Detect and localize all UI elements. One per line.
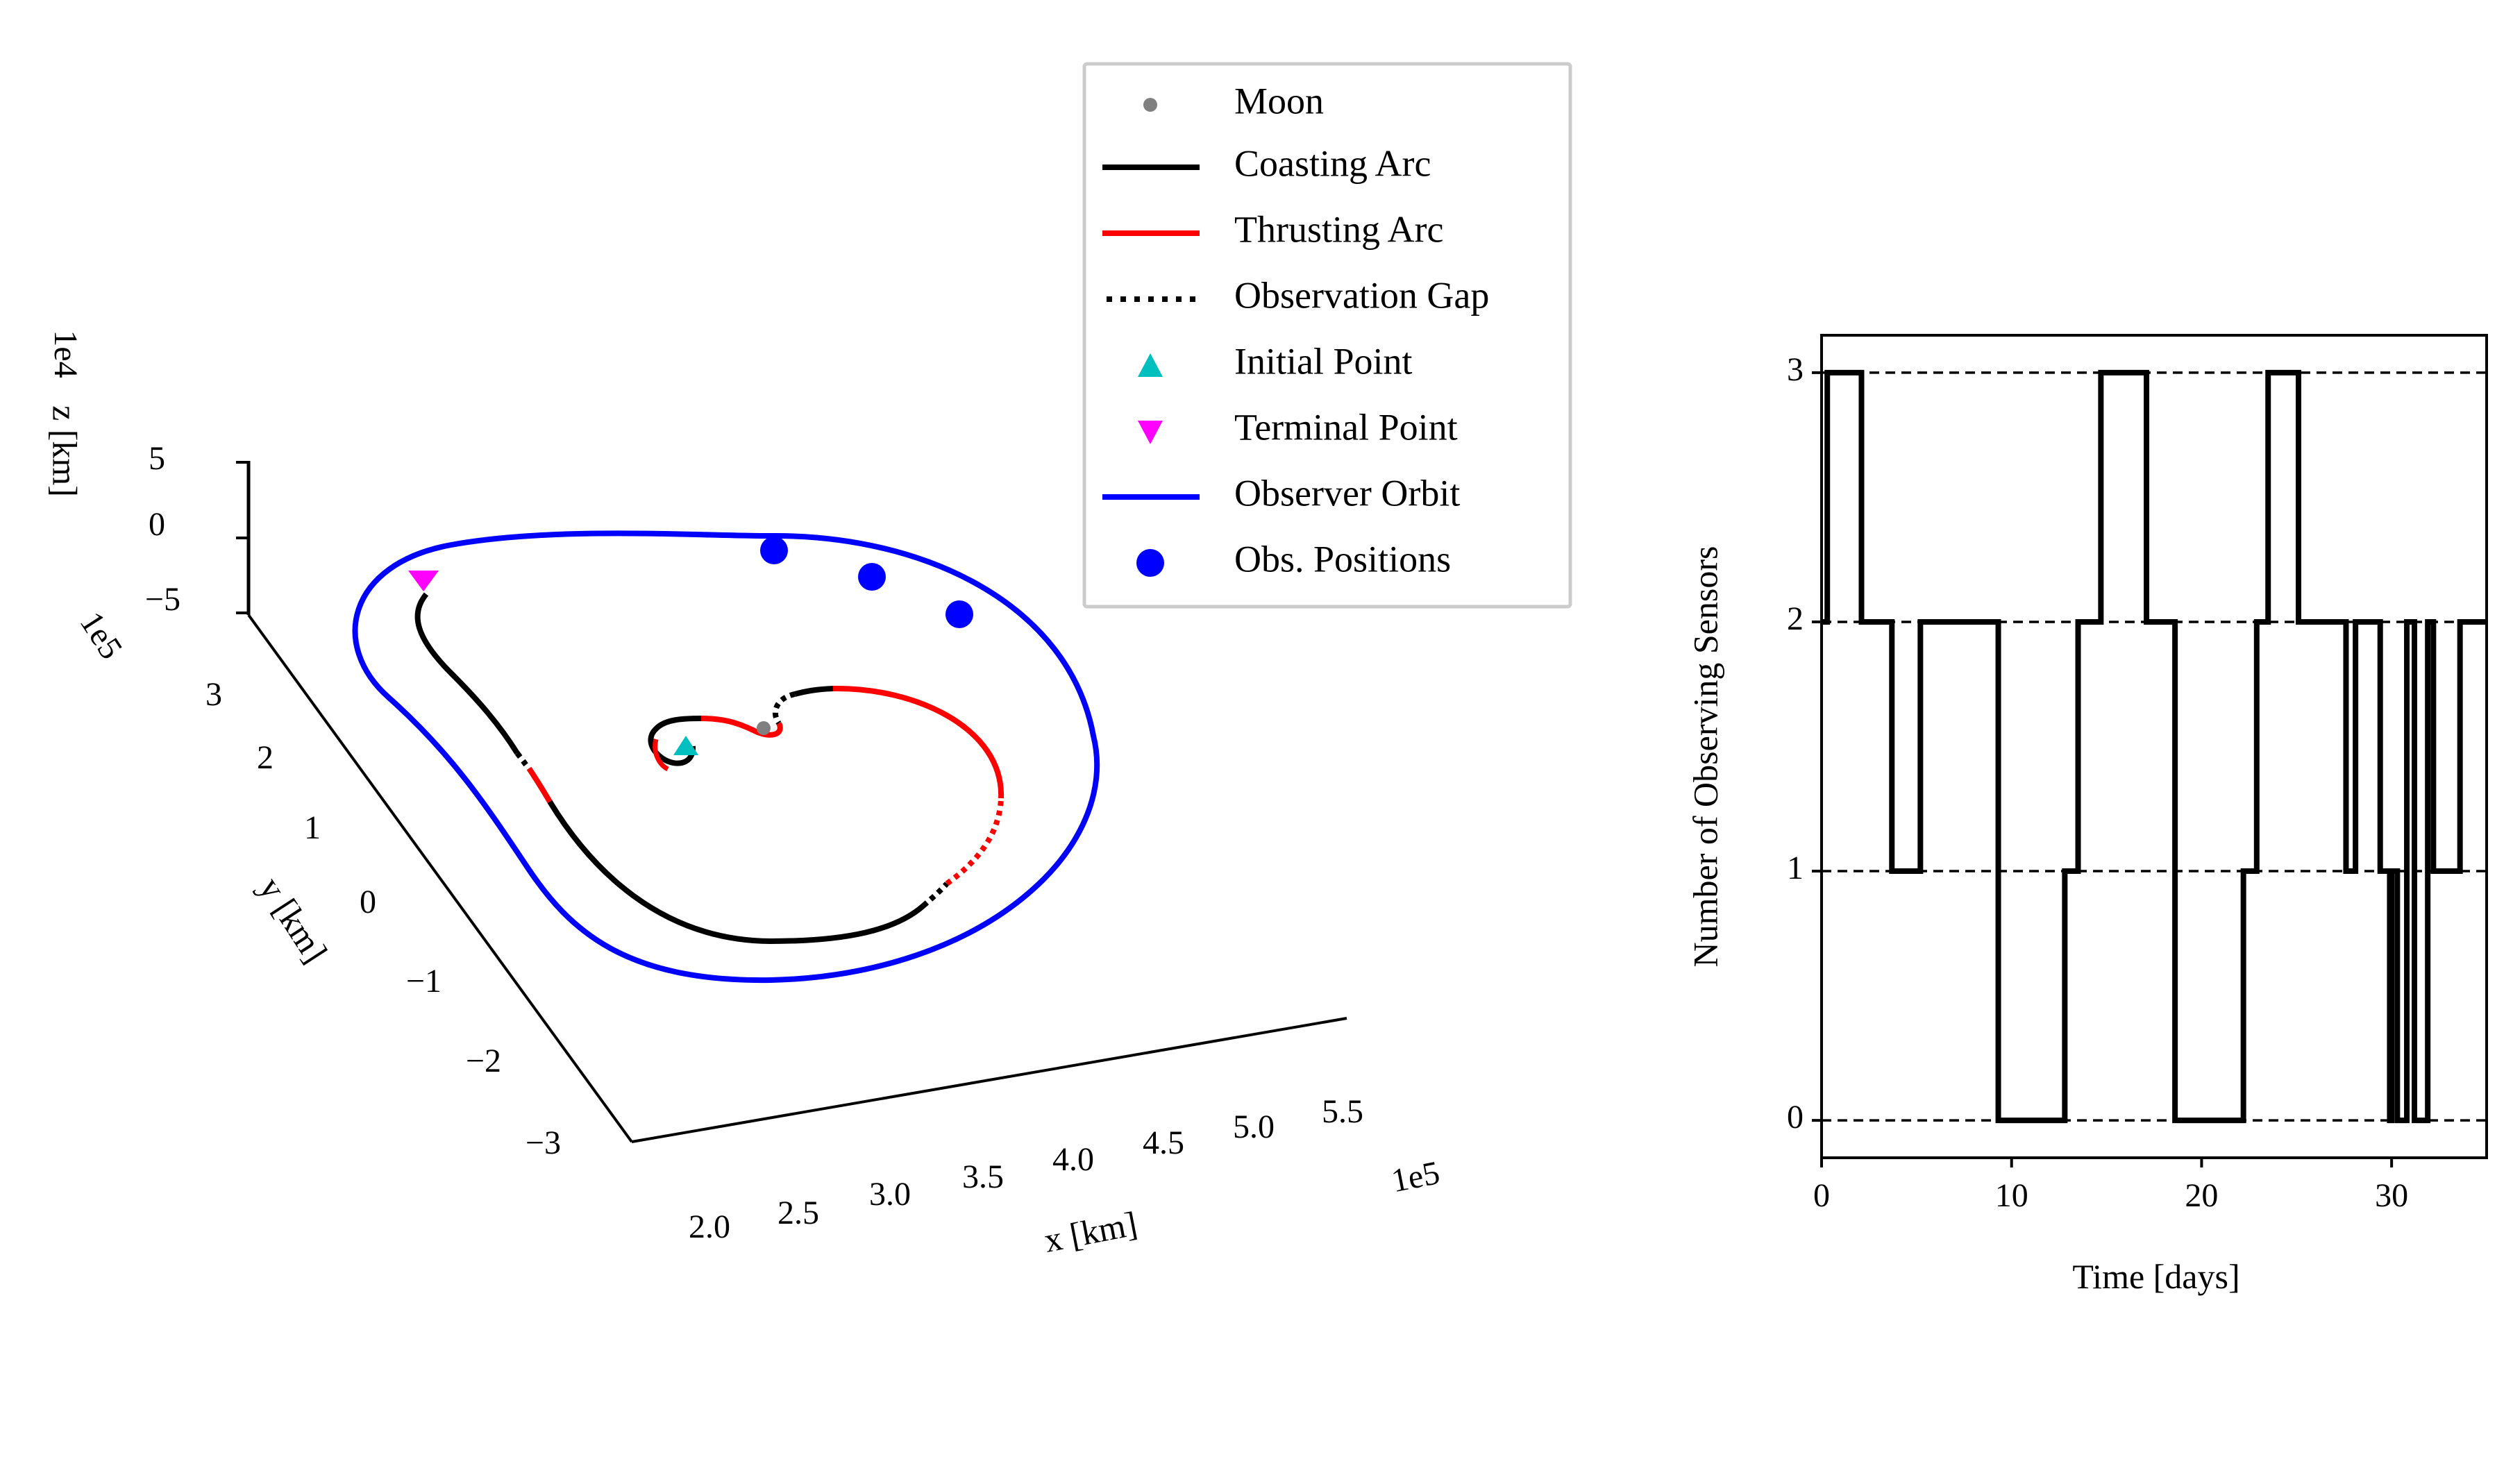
- x-tick-label: 30: [2375, 1177, 2408, 1214]
- x-tick-label: 3.0: [869, 1176, 911, 1213]
- moon-marker: [757, 721, 771, 735]
- trajectory-3d-plot: 5 0 −5 z [km] 1e4 3 2 1 0 −1 −2 −3 y [km…: [46, 62, 1572, 1260]
- x-offset-text: 1e5: [1388, 1154, 1443, 1199]
- legend-label: Coasting Arc: [1234, 142, 1431, 184]
- y-tick-label: 1: [1787, 850, 1804, 886]
- y-tick-label: −2: [466, 1043, 501, 1079]
- legend-label: Observation Gap: [1234, 274, 1489, 316]
- observing-sensors-plot: 0 10 20 30 0 1 2 3 Time [days] Number of…: [1686, 334, 2488, 1296]
- legend-entry-obs-positions: Obs. Positions: [1136, 538, 1451, 580]
- observation-gap-segment: [514, 751, 532, 770]
- y-tick-label: 2: [257, 739, 274, 776]
- legend-label: Initial Point: [1234, 340, 1413, 382]
- legend-frame: [1082, 62, 1572, 609]
- z-axis: 5 0 −5 z [km] 1e4: [46, 330, 251, 618]
- x-tick-label: 10: [1995, 1177, 2028, 1214]
- x-tick-label: 2.5: [778, 1195, 819, 1231]
- y-tick-label: −3: [526, 1124, 561, 1161]
- x-axis-label: Time [days]: [2072, 1257, 2239, 1296]
- x-tick-label: 4.0: [1052, 1141, 1094, 1178]
- legend-entry-observation-gap: Observation Gap: [1107, 274, 1489, 316]
- y-tick-label: 3: [1787, 351, 1804, 388]
- transfer-trajectory: [414, 592, 1005, 945]
- z-offset-text: 1e4: [47, 330, 84, 378]
- legend-moon-marker: [1143, 98, 1157, 112]
- terminal-point-marker: [408, 571, 439, 591]
- y-axis-label: y [km]: [251, 870, 335, 969]
- obs-position-marker: [945, 600, 973, 628]
- y-offset-text: 1e5: [73, 605, 130, 666]
- thrusting-arc-segment: [700, 716, 783, 738]
- legend-entry-coasting-arc: Coasting Arc: [1102, 142, 1431, 184]
- observation-gap-segment: [773, 691, 796, 725]
- x-tick-label: 20: [2185, 1177, 2218, 1214]
- thrusting-arc-segment: [653, 739, 669, 772]
- legend-label: Thrusting Arc: [1234, 208, 1443, 250]
- legend-entry-thrusting-arc: Thrusting Arc: [1102, 208, 1443, 250]
- observer-orbit-path: [352, 530, 1100, 984]
- legend-label: Moon: [1234, 80, 1324, 121]
- coasting-arc-segment: [648, 716, 702, 766]
- y-axis-line: [247, 614, 633, 1143]
- thrusting-arc-segment: [526, 766, 553, 804]
- x-axis-line: [631, 1017, 1347, 1143]
- tick-marks: [1812, 371, 2394, 1167]
- coasting-arc-segment: [547, 800, 925, 945]
- y-tick-label: −1: [406, 963, 442, 1000]
- x-axis-label: x [km]: [1041, 1204, 1140, 1260]
- x-tick-label: 5.5: [1322, 1093, 1363, 1130]
- y-tick-label: 2: [1787, 600, 1804, 637]
- y-tick-label: 1: [304, 809, 321, 846]
- legend-label: Observer Orbit: [1234, 472, 1460, 514]
- legend-entry-moon: Moon: [1143, 80, 1324, 121]
- observation-gap-segment: [921, 882, 949, 909]
- obs-position-marker: [760, 537, 788, 564]
- y-axis: 3 2 1 0 −1 −2 −3 y [km] 1e5: [73, 605, 633, 1161]
- legend-label: Terminal Point: [1234, 406, 1458, 448]
- y-tick-label: 0: [1787, 1099, 1804, 1136]
- coasting-arc-segment: [414, 592, 520, 755]
- legend-initial-marker: [1138, 353, 1163, 377]
- legend-entry-observer-orbit: Observer Orbit: [1102, 472, 1460, 514]
- plot-frame: [1820, 334, 2488, 1159]
- legend-label: Obs. Positions: [1234, 538, 1451, 580]
- y-tick-label: 0: [360, 884, 376, 920]
- thrusting-arc-segment: [832, 685, 1005, 799]
- x-tick-label: 5.0: [1233, 1108, 1275, 1145]
- x-tick-label: 4.5: [1143, 1124, 1184, 1161]
- z-tick-label: 0: [149, 506, 165, 543]
- legend-obs-marker: [1136, 549, 1164, 577]
- legend-entry-initial-point: Initial Point: [1138, 340, 1413, 382]
- legend: Moon Coasting Arc Thrusting Arc Observat…: [1082, 62, 1572, 609]
- x-tick-label: 2.0: [689, 1208, 730, 1245]
- y-axis-label: Number of Observing Sensors: [1686, 546, 1724, 968]
- z-tick-label: 5: [149, 440, 165, 477]
- sensor-count-step-line: [1822, 369, 2487, 1124]
- y-tick-label: 3: [205, 676, 222, 713]
- z-axis-label: z [km]: [46, 405, 85, 497]
- z-tick-label: −5: [145, 581, 180, 618]
- x-axis: 2.0 2.5 3.0 3.5 4.0 4.5 5.0 5.5 x [km] 1…: [631, 1017, 1443, 1260]
- legend-entry-terminal-point: Terminal Point: [1138, 406, 1458, 448]
- x-tick-label: 0: [1813, 1177, 1830, 1214]
- coasting-arc-segment: [793, 686, 834, 697]
- observation-gap-segment: [945, 798, 1004, 886]
- x-tick-label: 3.5: [962, 1158, 1004, 1195]
- initial-point-marker: [673, 736, 698, 755]
- obs-position-marker: [858, 563, 886, 591]
- legend-terminal-marker: [1138, 421, 1163, 444]
